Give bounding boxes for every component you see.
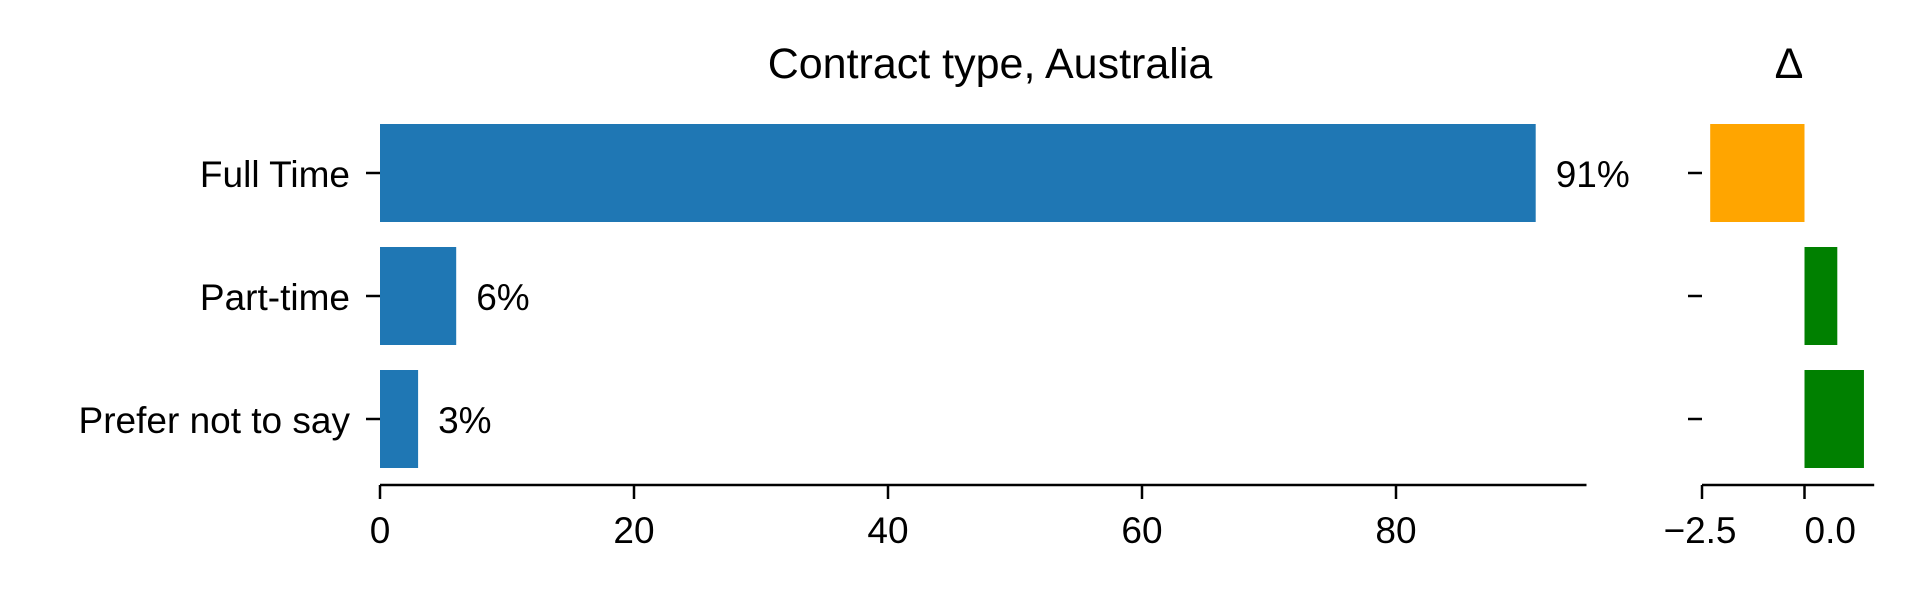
delta-bar [1804, 370, 1864, 468]
x-tick-label: 40 [867, 510, 908, 551]
bar [380, 124, 1536, 222]
x-tick-label: 0 [370, 510, 391, 551]
y-tick-label: Prefer not to say [79, 400, 351, 441]
bar [380, 247, 457, 345]
main-chart-title: Contract type, Australia [768, 40, 1213, 88]
delta-bar [1710, 124, 1805, 222]
data-label: 6% [476, 277, 529, 318]
delta-x-tick-label: 0.0 [1805, 510, 1856, 551]
x-tick-label: 20 [613, 510, 654, 551]
delta-x-tick-label: −2.5 [1663, 510, 1736, 551]
delta-chart-title: Δ [1775, 40, 1804, 88]
bar [380, 370, 419, 468]
y-tick-label: Full Time [200, 154, 350, 195]
data-label: 3% [438, 400, 491, 441]
delta-bar-panel: Δ −2.5 0.0 [1663, 40, 1875, 551]
x-tick-label: 60 [1121, 510, 1162, 551]
delta-bar [1804, 247, 1838, 345]
main-bar-panel: Contract type, Australia 91% Full Time 6% P… [79, 40, 1630, 551]
data-label: 91% [1556, 154, 1630, 195]
y-tick-label: Part-time [200, 277, 350, 318]
x-tick-label: 80 [1375, 510, 1416, 551]
